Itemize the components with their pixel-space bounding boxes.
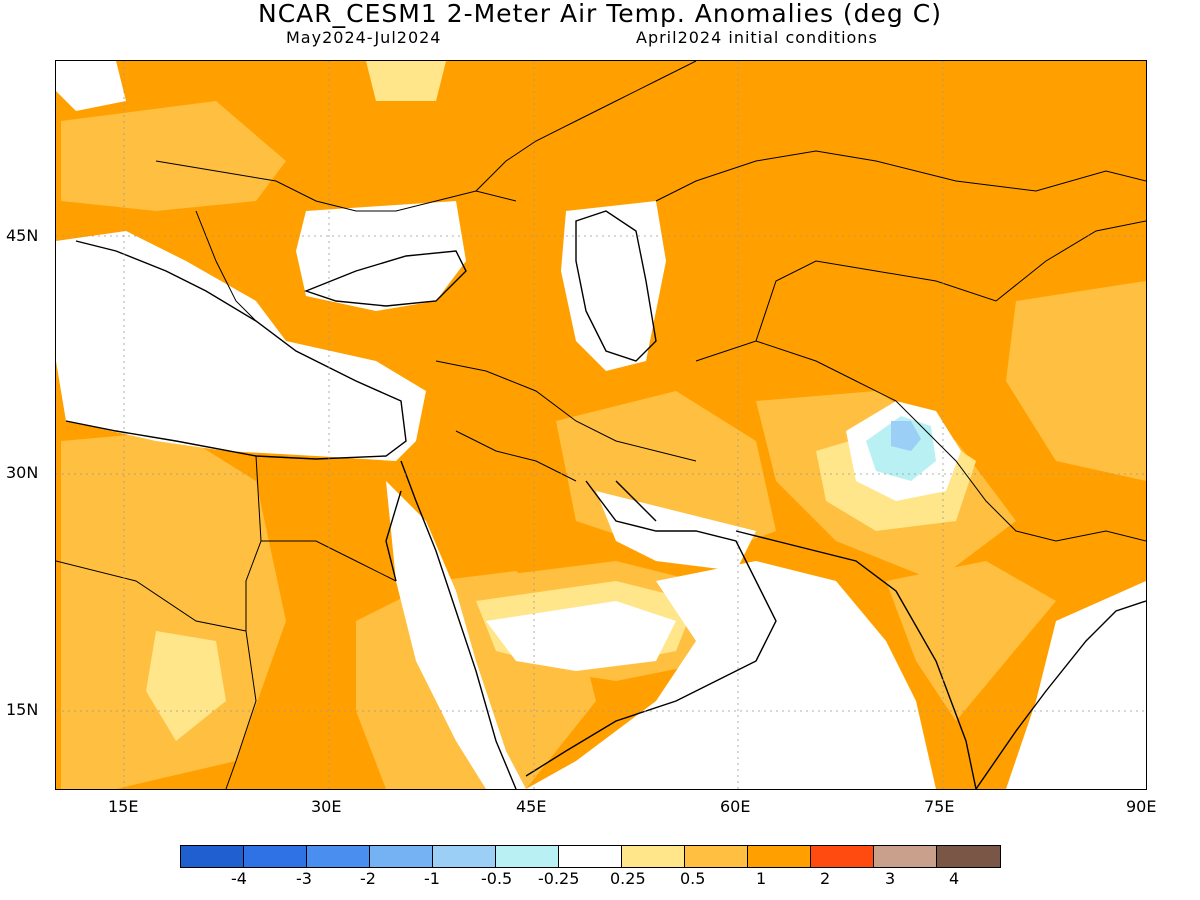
forecast-period: May2024-Jul2024 (286, 28, 442, 47)
colorbar-label: -0.25 (538, 869, 580, 888)
anomaly-field-red-sea (386, 481, 526, 789)
colorbar-swatch (244, 846, 307, 867)
anomaly-field-neg-05 (891, 421, 921, 451)
colorbar-swatch (937, 846, 1000, 867)
colorbar-label: -0.5 (481, 869, 513, 888)
lat-label-15n: 15N (6, 700, 39, 719)
colorbar-label: 1 (756, 869, 767, 888)
colorbar-swatch (370, 846, 433, 867)
anomaly-map (55, 60, 1147, 790)
colorbar-label: 3 (885, 869, 896, 888)
country-borders (56, 61, 1146, 789)
initial-conditions: April2024 initial conditions (636, 28, 878, 47)
lon-label-30e: 30E (311, 797, 342, 816)
lat-label-45n: 45N (6, 226, 39, 245)
colorbar-label: 4 (949, 869, 960, 888)
colorbar (180, 845, 1001, 868)
colorbar-label: -3 (296, 869, 312, 888)
anomaly-field-bay-of-bengal (1006, 581, 1146, 789)
coastlines (65, 210, 1146, 789)
colorbar-swatch (874, 846, 937, 867)
anomaly-field-north (366, 61, 446, 101)
lon-label-15e: 15E (108, 797, 139, 816)
lat-label-30n: 30N (6, 463, 39, 482)
lon-label-45e: 45E (516, 797, 547, 816)
lon-label-90e: 90E (1126, 797, 1157, 816)
anomaly-field-arabia-white (486, 601, 676, 671)
colorbar-swatch (559, 846, 622, 867)
colorbar-label: 2 (820, 869, 831, 888)
lon-label-60e: 60E (720, 797, 751, 816)
colorbar-swatch (496, 846, 559, 867)
lon-label-75e: 75E (924, 797, 955, 816)
colorbar-label: -1 (424, 869, 440, 888)
anomaly-field-arabian-sea (526, 561, 936, 789)
colorbar-swatch (748, 846, 811, 867)
anomaly-field-tibet (1006, 281, 1146, 481)
graticule (56, 61, 1146, 789)
colorbar-swatch (181, 846, 244, 867)
anomaly-field-black-sea (296, 201, 466, 311)
anomaly-field-chad (146, 631, 226, 741)
colorbar-label: -4 (231, 869, 247, 888)
colorbar-label: -2 (360, 869, 376, 888)
map-canvas (56, 61, 1146, 789)
anomaly-field-mediterranean (56, 231, 426, 461)
map-title: NCAR_CESM1 2-Meter Air Temp. Anomalies (… (258, 0, 942, 28)
colorbar-swatch (685, 846, 748, 867)
anomaly-field-central-europe (61, 101, 286, 211)
colorbar-label: 0.25 (610, 869, 646, 888)
anomaly-field-india-east (886, 561, 1056, 721)
colorbar-swatch (622, 846, 685, 867)
anomaly-field-caspian (561, 201, 666, 371)
colorbar-swatch (811, 846, 874, 867)
colorbar-swatch (433, 846, 496, 867)
colorbar-label: 0.5 (680, 869, 706, 888)
anomaly-field-africa-west (61, 431, 286, 789)
anomaly-field-baltic (56, 61, 126, 111)
colorbar-swatch (307, 846, 370, 867)
